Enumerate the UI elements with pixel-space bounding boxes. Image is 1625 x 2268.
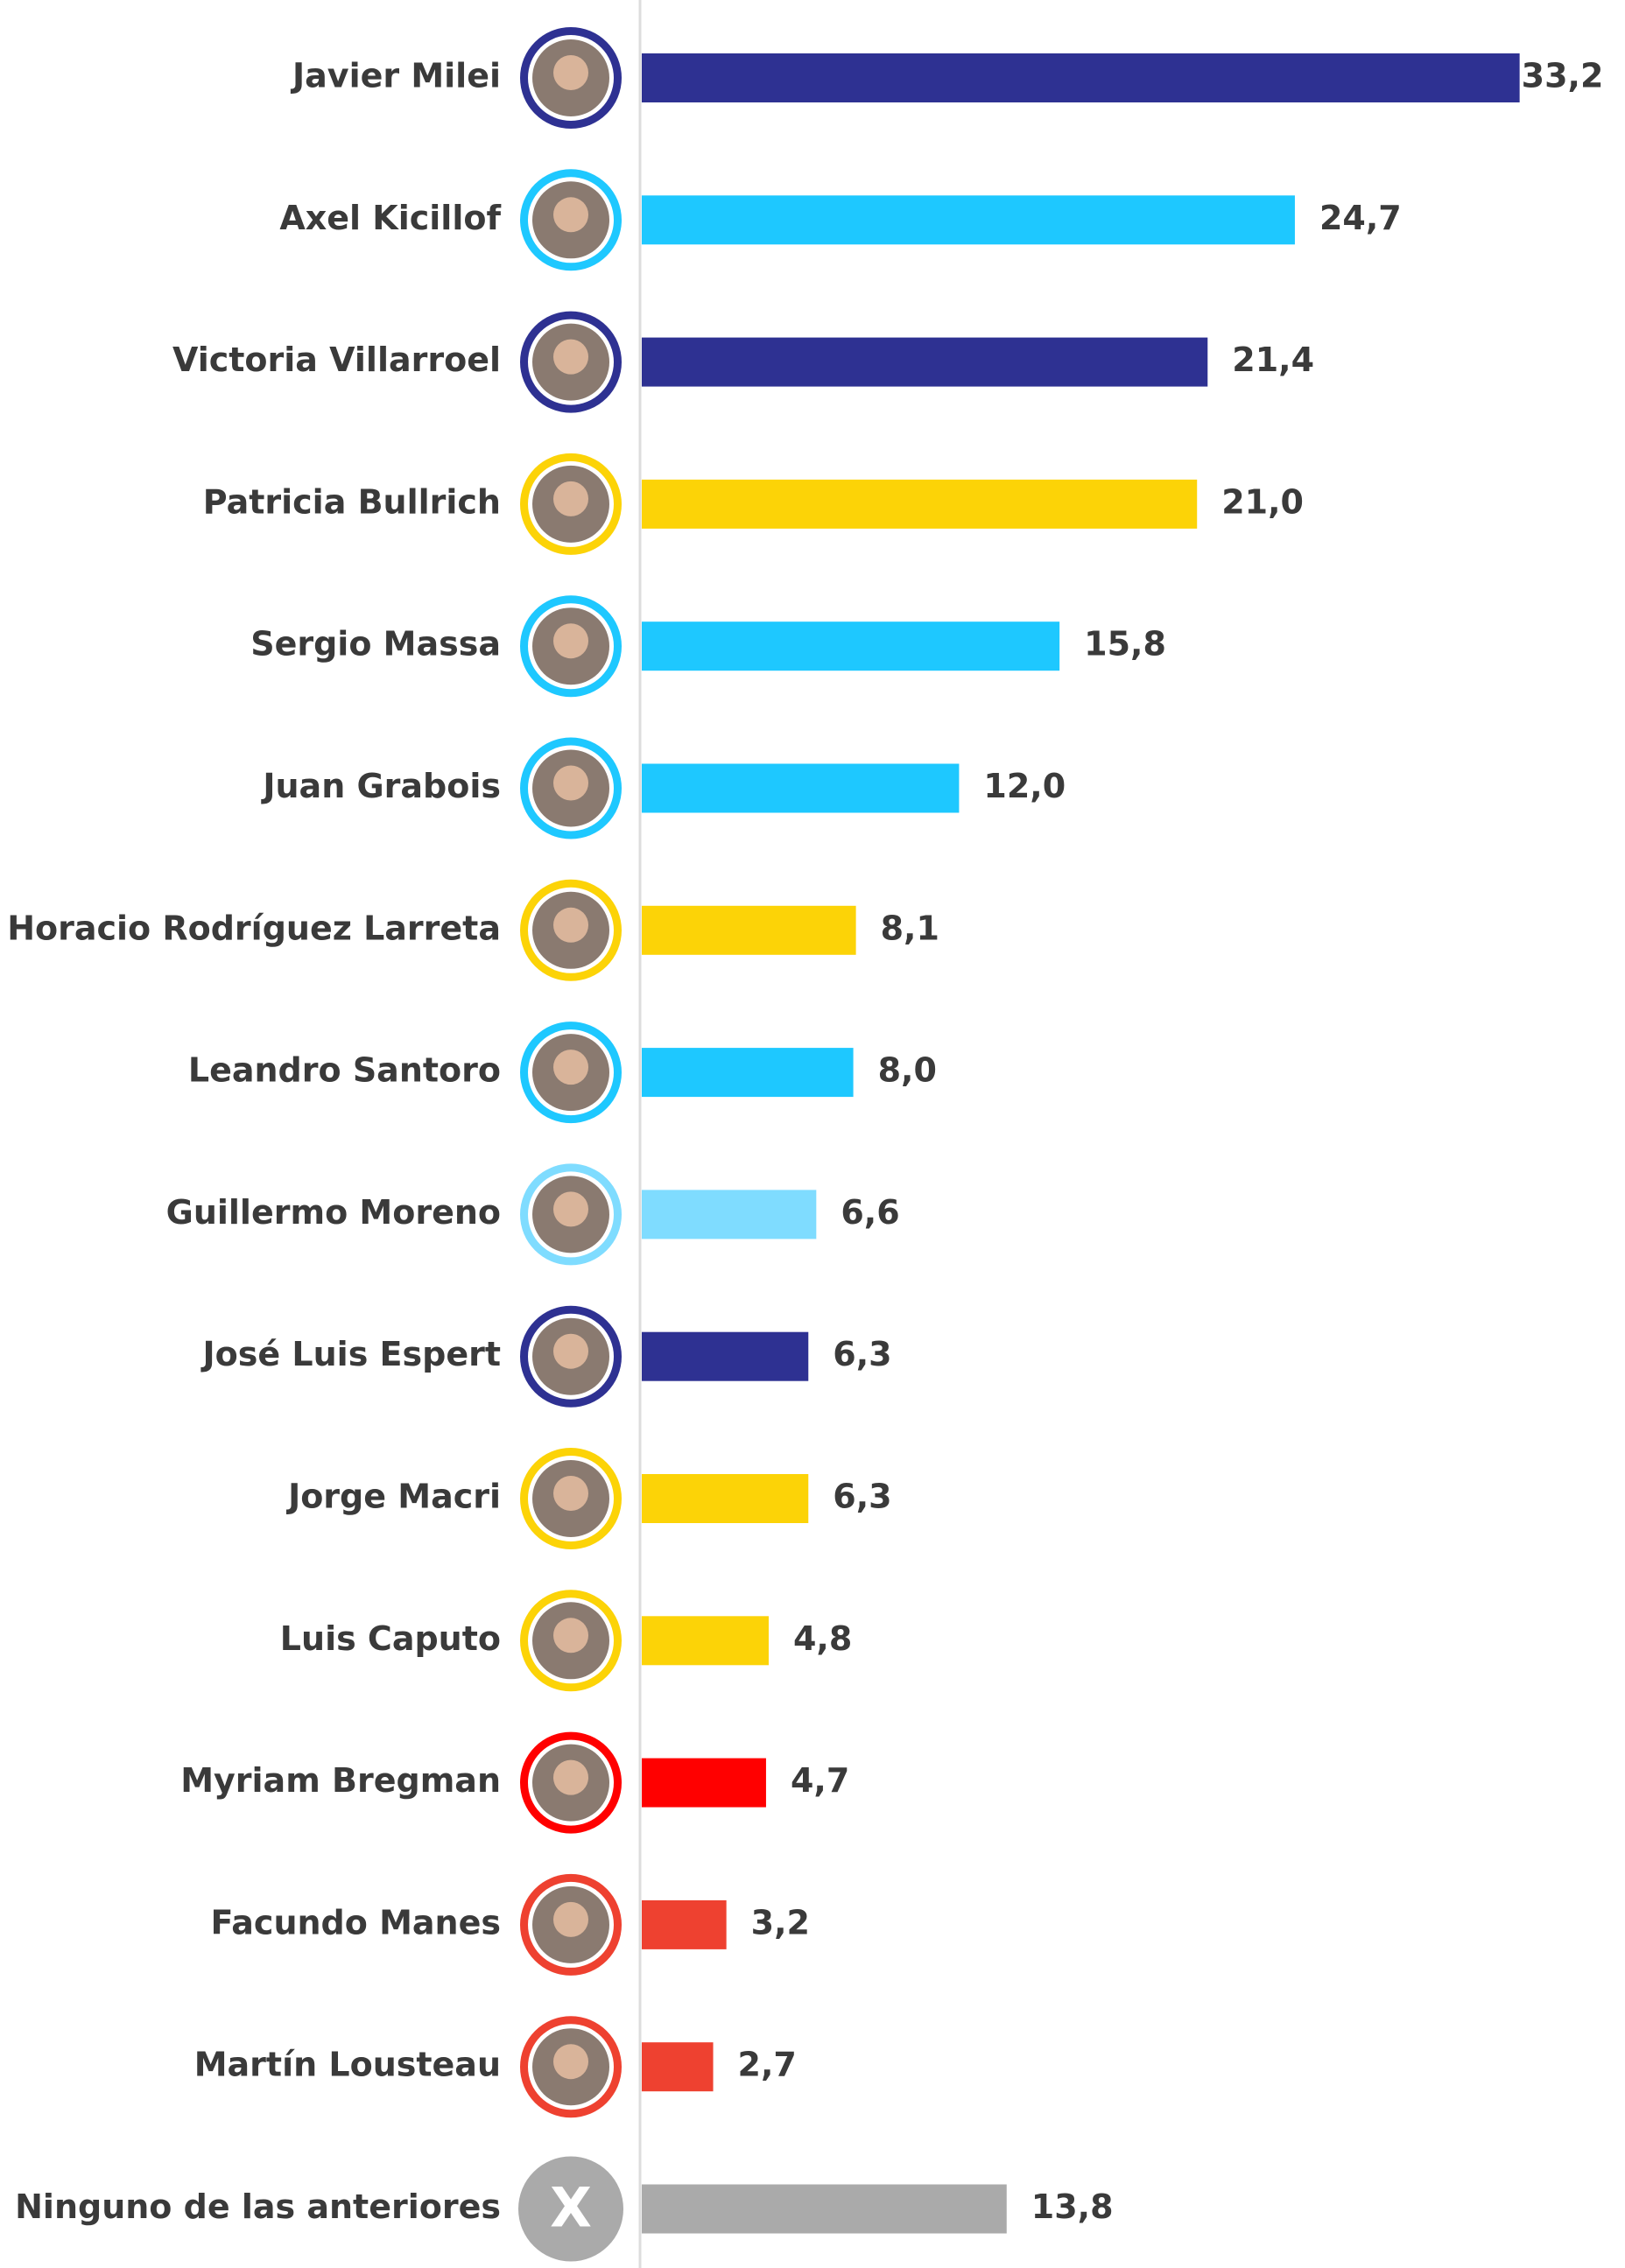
bar xyxy=(642,764,959,813)
avatar-face xyxy=(553,1760,588,1795)
value-label: 24,7 xyxy=(1319,199,1402,237)
avatar-face xyxy=(553,340,588,375)
avatar-face xyxy=(553,55,588,90)
category-label: Facundo Manes xyxy=(211,1903,501,1941)
bar xyxy=(642,1332,808,1381)
avatar-face xyxy=(553,2044,588,2079)
category-label: Luis Caputo xyxy=(280,1619,501,1658)
value-label: 21,4 xyxy=(1232,341,1314,379)
bar xyxy=(642,195,1295,244)
bar xyxy=(642,53,1520,102)
avatar-face xyxy=(553,623,588,658)
category-label: Victoria Villarroel xyxy=(172,341,501,379)
category-label: José Luis Espert xyxy=(200,1335,501,1373)
avatar-face xyxy=(553,197,588,232)
bar xyxy=(642,1190,816,1239)
avatar-face xyxy=(553,1902,588,1937)
category-label: Jorge Macri xyxy=(285,1478,501,1516)
bar xyxy=(642,2042,714,2091)
value-label: 6,3 xyxy=(833,1478,891,1516)
bar xyxy=(642,338,1207,387)
avatar-face xyxy=(553,908,588,943)
bar xyxy=(642,1048,854,1097)
value-label: 4,8 xyxy=(793,1619,852,1658)
bar xyxy=(642,1616,769,1665)
none-icon-label: X xyxy=(550,2176,592,2240)
bar xyxy=(642,1759,766,1808)
value-label: 15,8 xyxy=(1084,625,1166,664)
bar xyxy=(642,906,856,955)
avatar-face xyxy=(553,1050,588,1085)
category-label: Javier Milei xyxy=(290,57,501,95)
bar xyxy=(642,621,1059,671)
avatar-face xyxy=(553,1191,588,1226)
bar xyxy=(642,2185,1007,2234)
avatar-face xyxy=(553,481,588,516)
avatar-face xyxy=(553,1618,588,1653)
value-label: 3,2 xyxy=(751,1903,810,1941)
value-label: 33,2 xyxy=(1522,57,1604,95)
value-label: 21,0 xyxy=(1221,482,1304,521)
category-label: Sergio Massa xyxy=(250,625,501,664)
category-label: Leandro Santoro xyxy=(188,1051,501,1090)
value-label: 13,8 xyxy=(1031,2187,1114,2226)
category-label: Horacio Rodríguez Larreta xyxy=(7,909,501,947)
category-label: Martín Lousteau xyxy=(194,2046,501,2084)
value-label: 8,0 xyxy=(878,1051,937,1090)
category-label: Patricia Bullrich xyxy=(203,482,501,521)
bar xyxy=(642,1474,808,1523)
category-label: Axel Kicillof xyxy=(279,199,501,237)
value-label: 8,1 xyxy=(881,909,939,947)
value-label: 12,0 xyxy=(983,767,1066,805)
avatar-face xyxy=(553,766,588,801)
bar xyxy=(642,480,1197,529)
avatar-face xyxy=(553,1334,588,1369)
value-label: 4,7 xyxy=(791,1761,849,1800)
category-label: Guillermo Moreno xyxy=(166,1193,501,1232)
category-label: Myriam Bregman xyxy=(180,1761,501,1800)
category-label: Juan Grabois xyxy=(260,767,501,805)
bar xyxy=(642,1900,727,1949)
value-label: 6,6 xyxy=(841,1193,899,1232)
avatar-face xyxy=(553,1476,588,1511)
value-label: 6,3 xyxy=(833,1335,891,1373)
category-label: Ninguno de las anteriores xyxy=(15,2187,501,2226)
chart: Javier Milei 33,2 Axel Kicillof 24,7 Victori… xyxy=(0,0,1625,2268)
value-label: 2,7 xyxy=(738,2046,797,2084)
